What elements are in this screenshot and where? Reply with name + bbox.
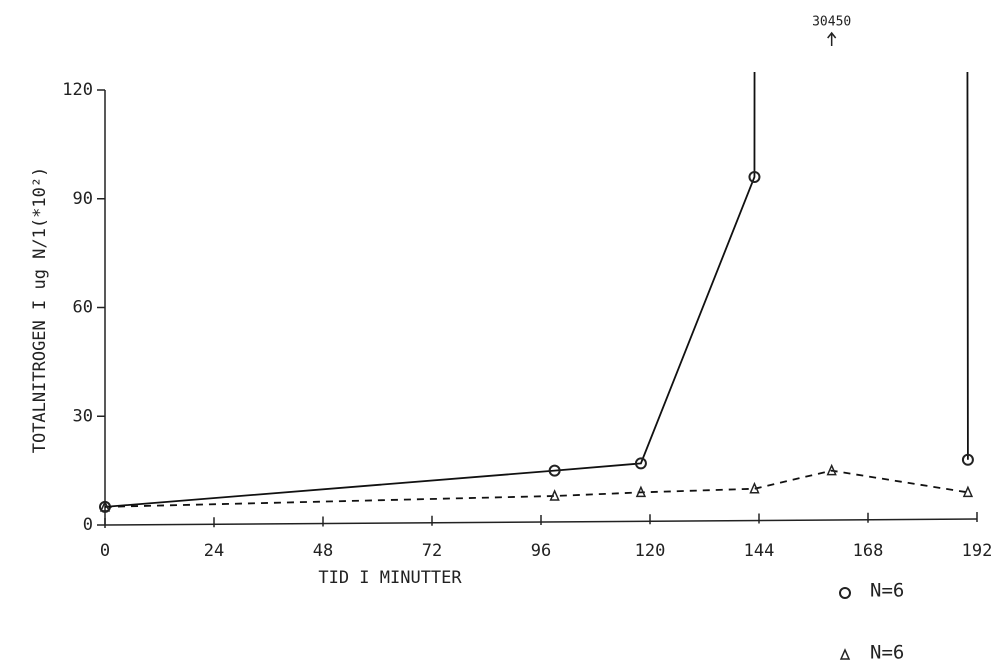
peak-annotation: 30450 <box>812 15 851 30</box>
y-tick-label: 90 <box>73 189 93 209</box>
y-tick-label: 60 <box>73 298 93 318</box>
x-tick-label: 168 <box>853 541 884 561</box>
marker <box>961 453 974 466</box>
x-tick-label: 72 <box>422 541 442 561</box>
series-line <box>104 469 969 508</box>
marker <box>99 500 111 512</box>
y-tick-label: 0 <box>83 515 93 535</box>
x-tick-label: 96 <box>531 541 551 561</box>
x-axis-label: TID I MINUTTER <box>318 568 462 588</box>
marker <box>634 457 647 470</box>
x-tick-label: 144 <box>744 541 775 561</box>
x-tick-label: 24 <box>204 541 224 561</box>
x-tick-label: 0 <box>100 541 110 561</box>
marker <box>826 463 837 476</box>
x-tick-label: 120 <box>635 541 666 561</box>
marker <box>635 485 647 498</box>
y-tick-label: 120 <box>62 80 93 100</box>
y-tick-label: 30 <box>73 406 93 426</box>
series-line <box>104 72 969 508</box>
x-tick-label: 192 <box>962 541 993 561</box>
plot-area <box>99 72 974 513</box>
marker <box>548 464 561 477</box>
marker <box>549 489 560 501</box>
marker <box>962 485 974 498</box>
x-tick-label: 48 <box>313 541 333 561</box>
marker <box>748 171 761 183</box>
peak-arrow <box>827 31 837 46</box>
y-axis-label: TOTALNITROGEN I ug N/1(*10²) <box>30 167 50 454</box>
marker <box>749 481 760 494</box>
legend-label: N=6 <box>870 642 904 664</box>
legend-marker <box>839 587 851 599</box>
legend-marker <box>839 648 851 660</box>
legend-label: N=6 <box>870 580 904 602</box>
